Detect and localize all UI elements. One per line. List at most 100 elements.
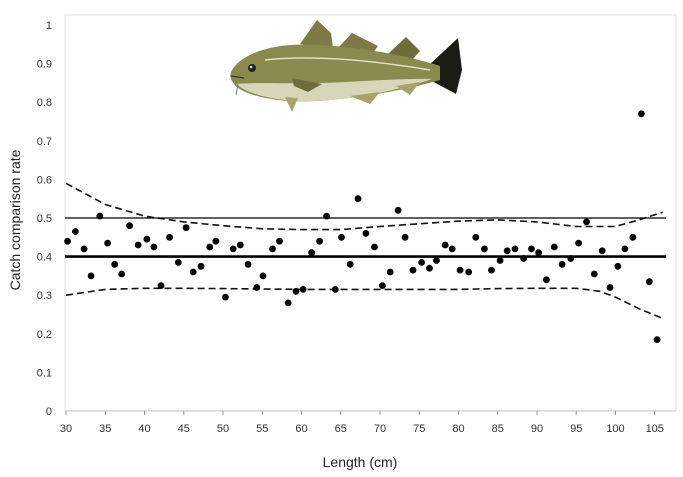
x-tick-label: 100 bbox=[606, 423, 624, 435]
data-point-62 bbox=[550, 243, 558, 251]
data-point-40 bbox=[379, 282, 386, 289]
y-tick-label: 0.1 bbox=[37, 367, 52, 379]
data-point-0 bbox=[64, 237, 71, 245]
x-tick-label: 60 bbox=[295, 423, 307, 435]
data-point-71 bbox=[621, 245, 629, 253]
data-point-73 bbox=[638, 110, 645, 118]
data-point-59 bbox=[528, 245, 535, 253]
data-point-55 bbox=[496, 257, 504, 264]
data-point-24 bbox=[253, 284, 261, 291]
data-point-19 bbox=[212, 237, 220, 245]
x-tick-label: 90 bbox=[531, 423, 543, 435]
x-tick-label: 45 bbox=[178, 423, 190, 435]
data-point-48 bbox=[441, 241, 449, 249]
data-point-9 bbox=[134, 241, 142, 249]
data-point-4 bbox=[96, 212, 104, 220]
y-tick-label: 0.3 bbox=[37, 290, 52, 302]
y-tick-label: 0.6 bbox=[37, 174, 52, 186]
data-point-47 bbox=[433, 257, 440, 264]
data-point-63 bbox=[558, 260, 566, 268]
data-point-23 bbox=[244, 260, 252, 268]
data-point-15 bbox=[182, 224, 190, 232]
data-point-14 bbox=[174, 259, 182, 266]
data-point-2 bbox=[80, 245, 88, 253]
data-point-7 bbox=[118, 270, 126, 278]
data-point-6 bbox=[111, 260, 119, 268]
data-point-35 bbox=[338, 233, 345, 241]
data-point-32 bbox=[316, 237, 323, 245]
data-point-65 bbox=[575, 239, 582, 247]
data-point-46 bbox=[426, 264, 433, 272]
x-tick-label: 105 bbox=[646, 423, 664, 435]
data-point-53 bbox=[481, 245, 488, 253]
data-point-61 bbox=[543, 276, 550, 284]
data-point-27 bbox=[276, 237, 283, 245]
data-point-17 bbox=[197, 262, 205, 270]
y-tick-label: 0 bbox=[46, 406, 52, 418]
data-point-45 bbox=[418, 259, 425, 266]
data-point-30 bbox=[299, 286, 307, 293]
data-point-50 bbox=[456, 266, 464, 274]
data-point-21 bbox=[229, 245, 237, 253]
x-tick-label: 35 bbox=[99, 423, 111, 435]
data-point-11 bbox=[150, 243, 158, 251]
data-point-44 bbox=[409, 266, 417, 274]
data-point-68 bbox=[598, 247, 606, 255]
data-point-69 bbox=[606, 284, 614, 291]
data-point-74 bbox=[645, 278, 653, 286]
data-point-31 bbox=[308, 249, 316, 257]
reference-lines bbox=[65, 217, 666, 258]
data-point-22 bbox=[236, 241, 244, 249]
data-point-26 bbox=[269, 245, 276, 253]
data-point-49 bbox=[448, 245, 456, 253]
data-point-70 bbox=[614, 262, 622, 270]
data-point-33 bbox=[323, 212, 330, 220]
data-point-37 bbox=[354, 195, 362, 203]
data-point-8 bbox=[126, 222, 133, 230]
x-tick-label: 40 bbox=[138, 423, 150, 435]
x-tick-label: 55 bbox=[256, 423, 268, 435]
data-point-54 bbox=[488, 266, 495, 274]
data-point-52 bbox=[472, 233, 480, 241]
x-tick-label: 85 bbox=[492, 423, 504, 435]
data-point-41 bbox=[386, 268, 394, 276]
data-point-58 bbox=[520, 255, 528, 262]
data-point-67 bbox=[590, 270, 598, 278]
data-point-10 bbox=[143, 235, 151, 243]
data-point-72 bbox=[629, 233, 637, 241]
data-point-20 bbox=[222, 293, 229, 301]
data-point-29 bbox=[292, 287, 300, 295]
data-point-56 bbox=[503, 247, 511, 255]
y-tick-label: 0.5 bbox=[37, 213, 52, 225]
x-tick-label: 70 bbox=[374, 423, 386, 435]
data-point-3 bbox=[87, 272, 95, 280]
x-tick-label: 65 bbox=[335, 423, 347, 435]
x-tick-label: 75 bbox=[413, 423, 425, 435]
cod-fish-image bbox=[230, 20, 462, 112]
x-axis-title: Length (cm) bbox=[323, 454, 398, 470]
data-point-16 bbox=[189, 268, 197, 276]
data-points bbox=[64, 110, 661, 343]
confidence-band bbox=[65, 182, 663, 320]
y-axis-ticks: 0 0.1 0.2 0.3 0.4 0.5 0.6 0.7 0.8 0.9 1 bbox=[37, 20, 52, 418]
y-tick-label: 1 bbox=[46, 20, 52, 32]
data-point-75 bbox=[653, 336, 661, 343]
data-point-1 bbox=[72, 228, 79, 235]
data-point-42 bbox=[394, 206, 402, 214]
data-point-34 bbox=[331, 286, 339, 293]
y-tick-label: 0.2 bbox=[37, 329, 52, 341]
y-tick-label: 0.4 bbox=[37, 252, 52, 264]
data-point-39 bbox=[371, 243, 378, 251]
x-tick-label: 80 bbox=[452, 423, 464, 435]
data-point-64 bbox=[567, 255, 575, 262]
confidence-lower-line bbox=[65, 287, 663, 320]
data-point-38 bbox=[362, 230, 370, 237]
data-point-25 bbox=[259, 272, 267, 280]
data-point-28 bbox=[284, 299, 292, 307]
x-tick-label: 95 bbox=[570, 423, 582, 435]
data-point-12 bbox=[157, 282, 165, 289]
y-tick-label: 0.9 bbox=[37, 59, 52, 71]
data-point-18 bbox=[206, 243, 214, 251]
data-point-36 bbox=[346, 260, 354, 268]
